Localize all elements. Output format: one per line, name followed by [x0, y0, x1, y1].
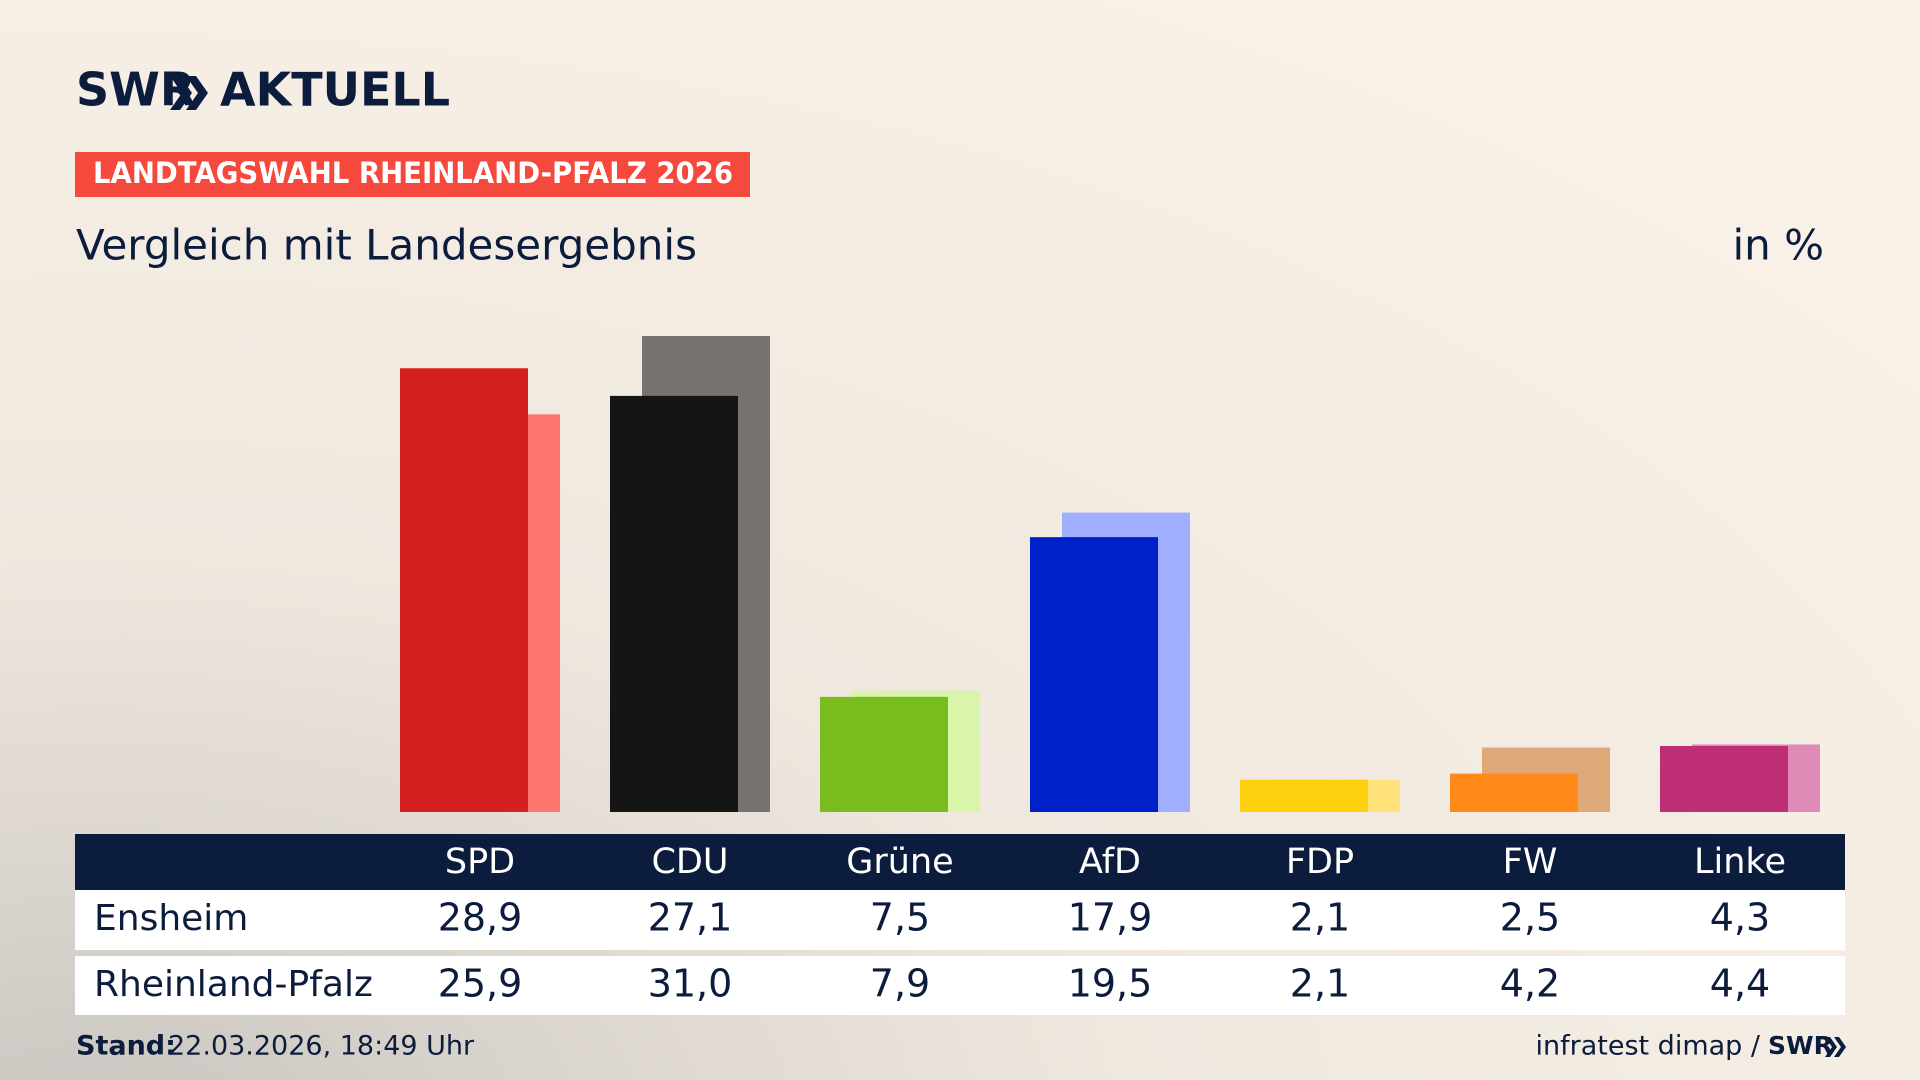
footer-logo: SWR — [1768, 1031, 1833, 1060]
column-header: Linke — [1694, 842, 1786, 882]
table-header — [75, 834, 1845, 890]
row-label: Rheinland-Pfalz — [94, 964, 373, 1005]
column-header: CDU — [651, 842, 728, 882]
bar — [820, 696, 948, 812]
bar — [400, 368, 528, 812]
value-label: 2,1 — [1290, 896, 1350, 940]
column-header: AfD — [1079, 842, 1141, 882]
stand: 22.03.2026, 18:49 Uhr — [168, 1031, 475, 1062]
logo-chevrons — [170, 76, 208, 110]
bar — [1450, 773, 1578, 812]
value-label: 2,5 — [1500, 896, 1560, 940]
table-row — [75, 890, 1845, 950]
table-row — [75, 956, 1845, 1015]
value-label: 19,5 — [1068, 962, 1153, 1006]
bar — [1660, 745, 1788, 812]
value-label: 4,2 — [1500, 962, 1560, 1006]
stand-label: Stand: — [76, 1031, 176, 1062]
value-label: 27,1 — [648, 896, 733, 940]
footer-logo-chevrons — [1825, 1037, 1846, 1057]
value-label: 4,4 — [1710, 962, 1770, 1006]
kicker: LANDTAGSWAHL RHEINLAND-PFALZ 2026 — [93, 156, 733, 190]
bar — [610, 395, 738, 812]
value-label: 2,1 — [1290, 962, 1350, 1006]
value-label: 28,9 — [438, 896, 523, 940]
kicker-box — [75, 152, 750, 197]
column-header: SPD — [445, 842, 515, 882]
column-header: FDP — [1286, 842, 1354, 882]
logo-suffix: AKTUELL — [220, 63, 450, 117]
row-label: Ensheim — [94, 898, 248, 939]
source: infratest dimap / — [1535, 1031, 1760, 1062]
value-label: 25,9 — [438, 962, 523, 1006]
bar — [1240, 779, 1368, 812]
bar — [1030, 537, 1158, 812]
column-header: FW — [1503, 842, 1558, 882]
chart-title: Vergleich mit Landesergebnis — [76, 221, 697, 270]
value-label: 4,3 — [1710, 896, 1770, 940]
unit-label: in % — [1732, 221, 1824, 270]
value-label: 7,5 — [870, 896, 930, 940]
value-label: 7,9 — [870, 962, 930, 1006]
column-header: Grüne — [846, 842, 953, 882]
value-label: 31,0 — [648, 962, 733, 1006]
value-label: 17,9 — [1068, 896, 1153, 940]
